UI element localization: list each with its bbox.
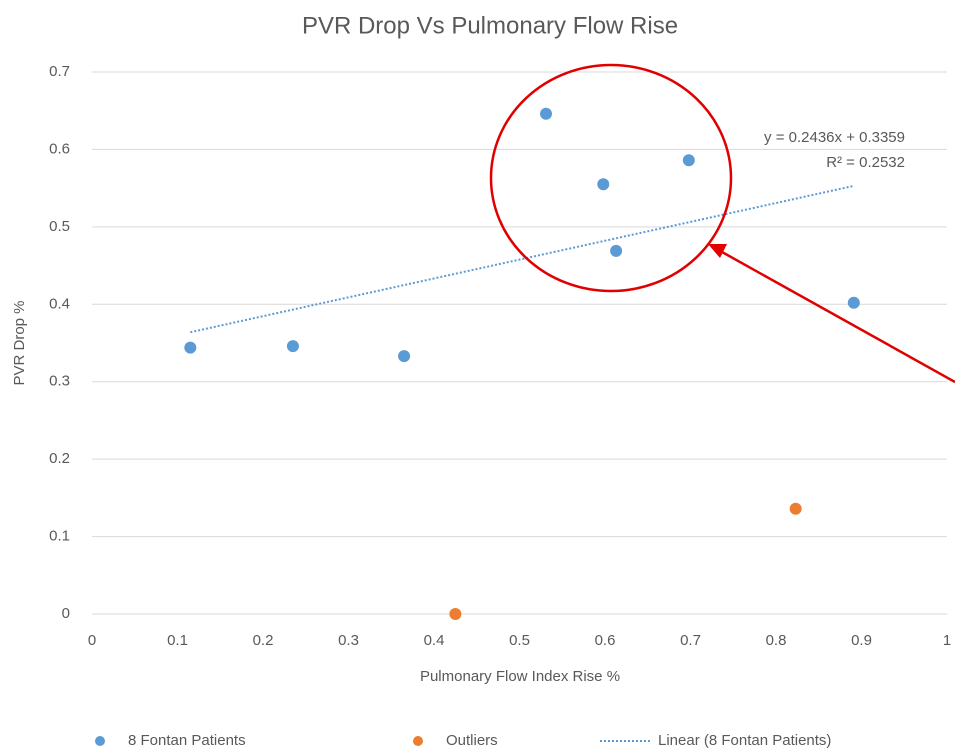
- x-tick-label: 0.6: [595, 632, 616, 649]
- data-point: [597, 178, 610, 191]
- data-point: [286, 340, 299, 353]
- trend-equation: y = 0.2436x + 0.3359: [764, 129, 905, 146]
- data-point: [789, 502, 802, 515]
- x-tick-label: 0.8: [766, 632, 787, 649]
- x-axis-label: Pulmonary Flow Index Rise %: [420, 668, 620, 685]
- y-tick-label: 0.5: [49, 218, 70, 235]
- arrow-shaft: [721, 250, 955, 384]
- data-point: [847, 296, 860, 309]
- highlight-circle: [489, 63, 733, 293]
- y-tick-label: 0.3: [49, 373, 70, 390]
- x-tick-label: 0.4: [424, 632, 445, 649]
- x-tick-label: 0.7: [680, 632, 701, 649]
- y-tick-label: 0.4: [49, 295, 70, 312]
- y-tick-label: 0.6: [49, 140, 70, 157]
- chart-title: PVR Drop Vs Pulmonary Flow Rise: [302, 12, 678, 39]
- data-point: [610, 244, 623, 257]
- y-tick-label: 0.2: [49, 450, 70, 467]
- data-point: [449, 608, 462, 620]
- y-tick-label: 0: [62, 605, 70, 622]
- x-tick-label: 1: [943, 632, 951, 649]
- data-point: [184, 341, 197, 354]
- y-axis-label: PVR Drop %: [11, 300, 28, 385]
- arrow-head: [708, 244, 727, 258]
- data-point: [398, 350, 411, 363]
- trendline: [190, 184, 855, 334]
- data-point: [540, 107, 553, 120]
- legend-label: Outliers: [446, 732, 498, 749]
- trend-r-squared: R² = 0.2532: [826, 154, 905, 171]
- x-tick-label: 0.1: [167, 632, 188, 649]
- y-tick-label: 0.1: [49, 528, 70, 545]
- marks: [184, 107, 860, 620]
- x-tick-label: 0.5: [509, 632, 530, 649]
- legend-label: 8 Fontan Patients: [128, 732, 246, 749]
- legend: 8 Fontan Patients Outliers Linear (8 Fonta…: [95, 732, 831, 749]
- legend-label: Linear (8 Fontan Patients): [658, 732, 831, 749]
- grid: 0 0.1 0.2 0.3 0.4 0.5 0.6 0.7 0 0.1 0.2 0.3 0.4 0.5 0.…: [49, 63, 951, 649]
- legend-marker: [413, 736, 423, 746]
- x-tick-label: 0.3: [338, 632, 359, 649]
- x-tick-label: 0: [88, 632, 96, 649]
- legend-marker: [95, 736, 105, 746]
- y-tick-label: 0.7: [49, 63, 70, 80]
- x-tick-label: 0.9: [851, 632, 872, 649]
- x-tick-label: 0.2: [253, 632, 274, 649]
- data-point: [682, 154, 695, 167]
